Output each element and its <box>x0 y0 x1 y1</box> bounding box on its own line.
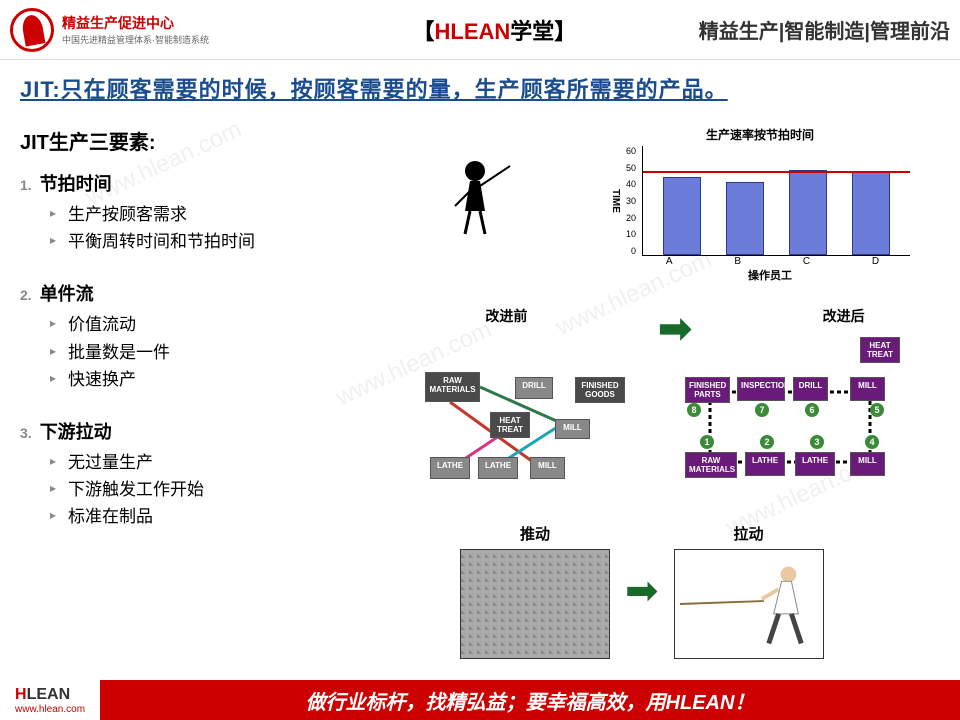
process-box: DRILL <box>515 377 553 399</box>
pull-section: 拉动 <box>674 523 824 659</box>
conductor-icon <box>450 156 520 236</box>
sequence-number: 8 <box>687 403 701 417</box>
element-heading: 3.下游拉动 <box>20 418 400 444</box>
element-sub: 无过量生产 <box>50 449 400 476</box>
sequence-number: 4 <box>865 435 879 449</box>
footer-logo: HLEAN www.hlean.com <box>0 680 100 720</box>
element-heading: 2.单件流 <box>20 280 400 306</box>
pull-label: 拉动 <box>674 523 824 544</box>
subtitle: JIT生产三要素: <box>20 126 400 155</box>
push-section: 推动 <box>460 523 610 659</box>
process-box: MILL <box>555 419 590 439</box>
element-sub: 平衡周转时间和节拍时间 <box>50 228 400 255</box>
bar-chart: 生产速率按节拍时间 TIME 6050403020100 ABCD 操作员工 <box>610 126 910 276</box>
element-sub: 下游触发工作开始 <box>50 476 400 503</box>
process-box: MILL <box>850 377 885 401</box>
process-box: DRILL <box>793 377 828 401</box>
arrow-icon: ➡ <box>625 568 659 614</box>
title-bar: JIT:只在顾客需要的时候，按顾客需要的量，生产顾客所需要的产品。 <box>0 60 960 116</box>
header: 精益生产促进中心 中国先进精益管理体系·智能制造系统 【HLEAN学堂】 精益生… <box>0 0 960 60</box>
process-box: MILL <box>850 452 885 476</box>
sequence-number: 5 <box>870 403 884 417</box>
process-box: RAW MATERIALS <box>685 452 737 478</box>
sequence-number: 1 <box>700 435 714 449</box>
chart-bars <box>642 146 910 256</box>
sequence-number: 3 <box>810 435 824 449</box>
process-box: HEAT TREAT <box>490 412 530 438</box>
chart-bar <box>852 171 890 255</box>
push-label: 推动 <box>460 523 610 544</box>
flow-after: HEAT TREATFINISHED PARTSINSPECTIONDRILLM… <box>685 357 930 507</box>
process-box: RAW MATERIALS <box>425 372 480 402</box>
chart-bar <box>789 170 827 255</box>
process-box: LATHE <box>745 452 785 476</box>
logo-icon <box>10 8 54 52</box>
sequence-number: 2 <box>760 435 774 449</box>
flow-before: RAW MATERIALS DRILL FINISHED GOODS HEAT TRE… <box>420 357 665 507</box>
y-axis-label: TIME <box>610 189 621 213</box>
after-label: 改进后 <box>823 306 865 352</box>
sequence-number: 7 <box>755 403 769 417</box>
x-axis-title: 操作员工 <box>610 267 910 283</box>
header-right: 精益生产|智能制造|管理前沿 <box>699 15 950 44</box>
sequence-number: 6 <box>805 403 819 417</box>
footer-url: www.hlean.com <box>15 704 85 715</box>
push-image <box>460 549 610 659</box>
process-box: MILL <box>530 457 565 479</box>
x-labels: ABCD <box>610 256 910 267</box>
element-sub: 生产按顾客需求 <box>50 201 400 228</box>
footer: HLEAN www.hlean.com 做行业标杆，找精弘益；要幸福高效，用HL… <box>0 680 960 720</box>
chart-bar <box>663 177 701 255</box>
y-axis: 6050403020100 <box>626 146 639 256</box>
chart-bar <box>726 182 764 255</box>
element-list: 1.节拍时间生产按顾客需求平衡周转时间和节拍时间 2.单件流价值流动批量数是一件快… <box>20 170 400 531</box>
process-box: FINISHED GOODS <box>575 377 625 403</box>
flow-diagrams: 改进前 ➡ 改进后 RAW MATERIALS DRILL FINISHED GOO… <box>420 306 930 496</box>
pull-image <box>674 549 824 659</box>
process-box: LATHE <box>430 457 470 479</box>
element-heading: 1.节拍时间 <box>20 170 400 196</box>
process-box: LATHE <box>795 452 835 476</box>
element-sub: 快速换产 <box>50 366 400 393</box>
element-sub: 价值流动 <box>50 311 400 338</box>
header-center: 【HLEAN学堂】 <box>290 14 699 46</box>
push-pull-section: 推动 ➡ 拉动 <box>460 516 910 666</box>
element-sub: 批量数是一件 <box>50 339 400 366</box>
logo-subtitle: 中国先进精益管理体系·智能制造系统 <box>62 33 209 46</box>
process-box: FINISHED PARTS <box>685 377 730 403</box>
jit-title: JIT:只在顾客需要的时候，按顾客需要的量，生产顾客所需要的产品。 <box>20 72 940 104</box>
right-column: 生产速率按节拍时间 TIME 6050403020100 ABCD 操作员工 改… <box>400 126 940 666</box>
process-box: HEAT TREAT <box>860 337 900 363</box>
process-box: LATHE <box>478 457 518 479</box>
logo-title: 精益生产促进中心 <box>62 13 209 33</box>
process-box: INSPECTION <box>737 377 785 401</box>
logo-area: 精益生产促进中心 中国先进精益管理体系·智能制造系统 <box>10 8 290 52</box>
content: JIT生产三要素: 1.节拍时间生产按顾客需求平衡周转时间和节拍时间 2.单件流价… <box>0 116 960 676</box>
before-label: 改进前 <box>485 306 527 352</box>
element-sub: 标准在制品 <box>50 503 400 530</box>
arrow-icon: ➡ <box>658 306 692 352</box>
chart-title: 生产速率按节拍时间 <box>610 126 910 143</box>
footer-slogan: 做行业标杆，找精弘益；要幸福高效，用HLEAN！ <box>100 686 960 715</box>
left-column: JIT生产三要素: 1.节拍时间生产按顾客需求平衡周转时间和节拍时间 2.单件流价… <box>20 126 400 666</box>
